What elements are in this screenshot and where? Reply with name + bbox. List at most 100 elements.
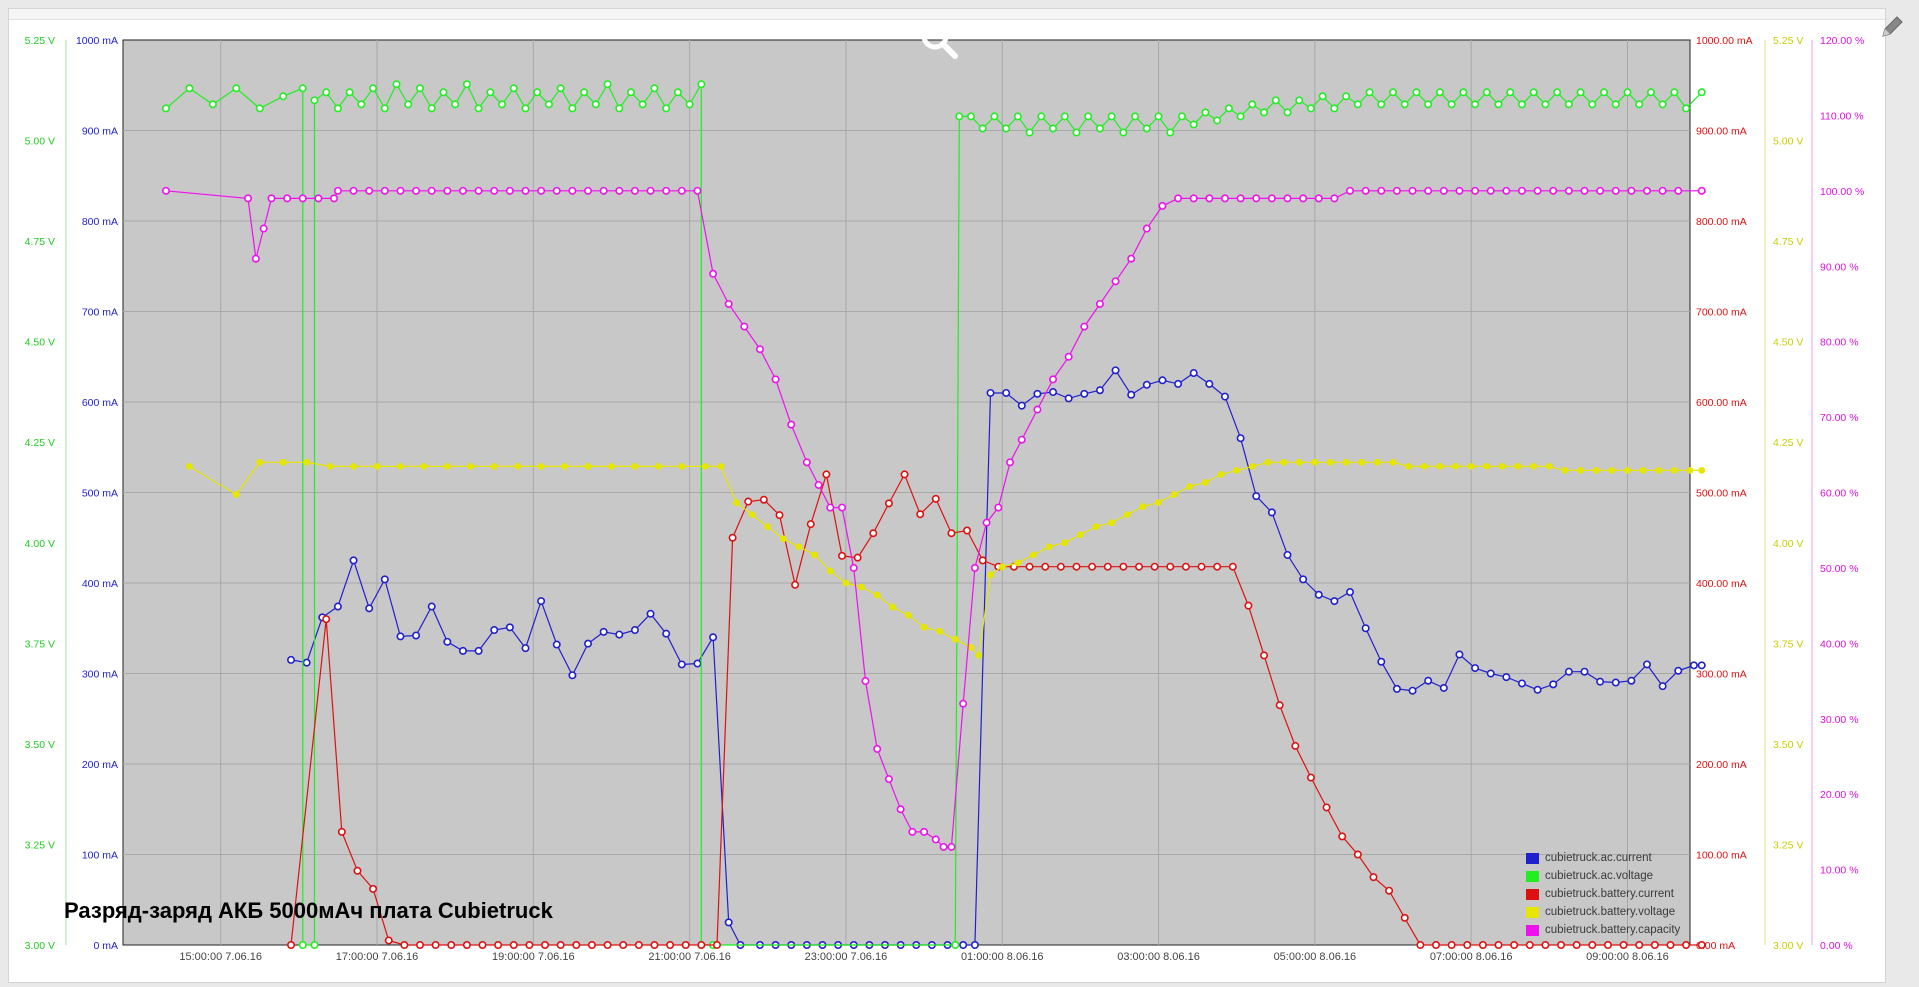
data-point[interactable]: [1095, 386, 1104, 395]
data-point[interactable]: [185, 84, 194, 93]
data-point[interactable]: [990, 112, 999, 121]
data-point[interactable]: [1627, 676, 1636, 685]
data-point[interactable]: [1220, 194, 1229, 203]
data-point[interactable]: [1127, 254, 1136, 263]
data-point[interactable]: [251, 254, 260, 263]
data-point[interactable]: [873, 744, 882, 753]
data-point[interactable]: [1658, 186, 1667, 195]
data-point[interactable]: [1545, 462, 1553, 470]
data-point[interactable]: [1603, 940, 1612, 949]
data-point[interactable]: [161, 104, 170, 113]
data-point[interactable]: [1611, 100, 1620, 109]
data-point[interactable]: [568, 104, 577, 113]
data-point[interactable]: [1698, 466, 1706, 474]
data-point[interactable]: [412, 631, 421, 640]
data-point[interactable]: [1264, 458, 1272, 466]
data-point[interactable]: [1142, 124, 1151, 133]
data-point[interactable]: [1549, 680, 1558, 689]
data-point[interactable]: [1502, 186, 1511, 195]
data-point[interactable]: [357, 100, 366, 109]
data-point[interactable]: [537, 186, 546, 195]
data-point[interactable]: [1643, 186, 1652, 195]
data-point[interactable]: [427, 602, 436, 611]
data-point[interactable]: [1358, 458, 1366, 466]
data-point[interactable]: [931, 835, 940, 844]
data-point[interactable]: [1111, 277, 1120, 286]
data-point[interactable]: [514, 462, 522, 470]
data-point[interactable]: [1275, 701, 1284, 710]
data-point[interactable]: [1064, 352, 1073, 361]
data-point[interactable]: [1412, 88, 1421, 97]
data-point[interactable]: [1486, 186, 1495, 195]
data-point[interactable]: [397, 462, 404, 470]
data-point[interactable]: [1561, 466, 1569, 474]
data-point[interactable]: [814, 480, 823, 489]
data-point[interactable]: [591, 100, 600, 109]
data-point[interactable]: [1674, 186, 1683, 195]
data-point[interactable]: [1306, 104, 1315, 113]
data-point[interactable]: [1564, 186, 1573, 195]
data-point[interactable]: [1377, 186, 1386, 195]
data-point[interactable]: [1439, 186, 1448, 195]
data-point[interactable]: [474, 104, 483, 113]
data-point[interactable]: [1267, 194, 1276, 203]
data-point[interactable]: [900, 470, 909, 479]
data-point[interactable]: [939, 842, 948, 851]
data-point[interactable]: [1549, 186, 1558, 195]
data-point[interactable]: [1577, 466, 1584, 474]
data-point[interactable]: [462, 940, 471, 949]
data-point[interactable]: [279, 458, 287, 466]
data-point[interactable]: [1123, 511, 1131, 519]
data-point[interactable]: [759, 495, 768, 504]
magnifier-icon[interactable]: [917, 18, 961, 62]
data-point[interactable]: [1674, 666, 1683, 675]
data-point[interactable]: [1271, 96, 1280, 105]
data-point[interactable]: [1025, 562, 1034, 571]
data-point[interactable]: [1592, 466, 1600, 474]
data-point[interactable]: [1389, 458, 1397, 466]
data-point[interactable]: [1408, 686, 1417, 695]
data-point[interactable]: [384, 936, 393, 945]
data-point[interactable]: [486, 88, 495, 97]
data-point[interactable]: [724, 299, 733, 308]
data-point[interactable]: [1439, 683, 1448, 692]
data-point[interactable]: [1658, 100, 1667, 109]
data-point[interactable]: [959, 940, 968, 949]
data-point[interactable]: [1236, 112, 1245, 121]
data-point[interactable]: [1369, 873, 1378, 882]
data-point[interactable]: [1189, 369, 1198, 378]
data-point[interactable]: [1494, 940, 1503, 949]
data-point[interactable]: [1600, 88, 1609, 97]
data-point[interactable]: [802, 458, 811, 467]
data-point[interactable]: [431, 940, 440, 949]
data-point[interactable]: [1377, 100, 1386, 109]
data-point[interactable]: [439, 88, 448, 97]
data-point[interactable]: [255, 104, 264, 113]
data-point[interactable]: [287, 940, 296, 949]
data-point[interactable]: [1408, 186, 1417, 195]
data-point[interactable]: [337, 827, 346, 836]
data-point[interactable]: [330, 194, 339, 203]
data-point[interactable]: [1447, 940, 1456, 949]
data-point[interactable]: [826, 567, 834, 575]
data-point[interactable]: [1233, 466, 1241, 474]
data-point[interactable]: [256, 458, 264, 466]
data-point[interactable]: [1181, 562, 1190, 571]
data-point[interactable]: [987, 571, 994, 579]
data-point[interactable]: [1037, 112, 1046, 121]
data-point[interactable]: [1030, 551, 1037, 559]
data-point[interactable]: [380, 186, 389, 195]
data-point[interactable]: [842, 579, 850, 587]
data-point[interactable]: [1166, 128, 1175, 137]
data-point[interactable]: [1119, 562, 1128, 571]
data-point[interactable]: [1220, 392, 1229, 401]
data-point[interactable]: [697, 940, 706, 949]
data-point[interactable]: [244, 194, 253, 203]
data-point[interactable]: [521, 644, 530, 653]
data-point[interactable]: [1049, 388, 1058, 397]
data-point[interactable]: [509, 940, 518, 949]
data-point[interactable]: [619, 940, 628, 949]
data-point[interactable]: [298, 940, 307, 949]
data-point[interactable]: [1373, 458, 1381, 466]
data-point[interactable]: [1353, 850, 1362, 859]
